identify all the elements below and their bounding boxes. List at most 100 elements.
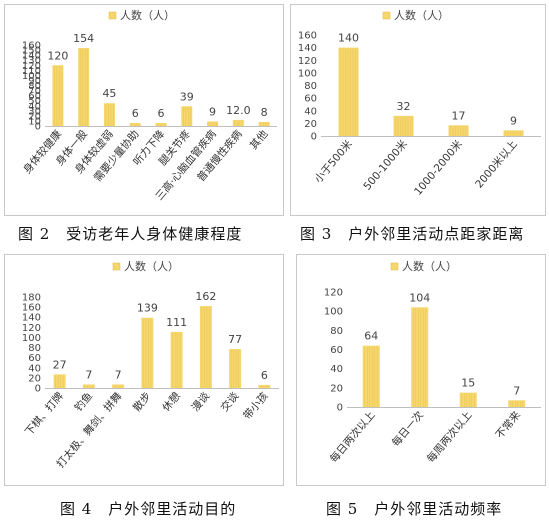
data-label: 9 <box>510 114 517 127</box>
data-label: 6 <box>158 107 165 120</box>
data-label: 111 <box>166 316 187 329</box>
category-label: 1000-2000米 <box>411 137 465 198</box>
bar <box>129 122 141 126</box>
chart-panel-frequency: 人数（人） 0 20 40 60 80 100 120 64 每日两次以上 104 每日一次 15 每周两… <box>296 254 546 486</box>
category-label: 漫谈 <box>189 389 213 414</box>
legend-label: 人数（人） <box>402 260 457 273</box>
y-tick-label: 80 <box>304 81 317 92</box>
y-tick-label: 120 <box>22 61 41 72</box>
data-label: 162 <box>195 290 216 303</box>
bar-group: 32 500-1000米 <box>361 100 414 193</box>
y-tick-label: 160 <box>22 41 41 52</box>
data-label: 6 <box>132 107 139 120</box>
chart-panel-health: 人数（人） 0 10 20 30 40 50 60 70 80 90 100 110 120 130 140 1… <box>4 4 284 216</box>
bar-group: 7 钓鱼 <box>72 368 95 414</box>
bar-group: 7 不常来 <box>493 384 526 441</box>
y-tick-label: 20 <box>304 119 317 130</box>
category-label: 每日一次 <box>389 408 426 449</box>
data-label: 7 <box>85 368 92 381</box>
y-tick-label: 0 <box>35 122 41 133</box>
category-label: 散步 <box>130 390 153 414</box>
y-tick-label: 30 <box>28 106 41 117</box>
bar-group: 9 2000米以上 <box>472 114 524 191</box>
bar <box>258 384 271 388</box>
bar-group: 140 小于500米 <box>312 32 359 186</box>
legend-swatch <box>390 262 399 271</box>
data-label: 17 <box>452 109 466 122</box>
legend: 人数（人） <box>382 9 449 22</box>
caption-health: 图 2 受访老年人身体健康程度 <box>18 225 243 243</box>
data-label: 7 <box>513 384 520 397</box>
y-tick-label: 60 <box>28 91 41 102</box>
data-label: 64 <box>364 330 378 343</box>
category-label: 每日两次以上 <box>327 409 377 466</box>
legend: 人数（人） <box>390 260 457 273</box>
purpose-bar-chart: 人数（人）02040608010012014016018027下棋、打牌7钓鱼7… <box>22 260 279 470</box>
y-tick-label: 100 <box>22 71 41 82</box>
bar <box>508 400 526 407</box>
y-tick-label: 140 <box>22 51 41 62</box>
bar <box>199 306 212 388</box>
category-label: 休憩 <box>159 389 183 414</box>
category-label: 每周两次以上 <box>424 409 474 466</box>
legend-label: 人数（人） <box>394 9 449 22</box>
bar-group: 77 交谈 <box>218 333 242 414</box>
y-tick-label: 110 <box>22 66 41 77</box>
category-label: 下棋、打牌 <box>22 389 66 438</box>
category-label: 500-1000米 <box>361 137 411 193</box>
bar <box>207 121 219 126</box>
legend-swatch <box>382 11 391 20</box>
bar <box>503 130 524 136</box>
chart-panel-purpose: 人数（人） 0 20 40 60 80 100 120 140 160 180 27 下棋、打牌 7 钓鱼 7… <box>4 254 284 486</box>
bar <box>232 119 244 126</box>
bar <box>112 384 125 388</box>
y-tick-label: 80 <box>330 326 343 337</box>
data-label: 9 <box>209 105 216 118</box>
category-label: 钓鱼 <box>72 390 95 414</box>
y-tick-label: 20 <box>28 373 41 384</box>
category-label: 带小孩 <box>240 389 271 422</box>
bar-group: 111 休憩 <box>159 316 187 414</box>
y-tick-label: 40 <box>330 364 343 375</box>
y-tick-label: 60 <box>330 345 343 356</box>
y-tick-label: 20 <box>330 383 343 394</box>
legend-swatch <box>112 262 121 271</box>
y-tick-label: 100 <box>298 68 317 79</box>
y-tick-label: 160 <box>22 303 41 314</box>
y-tick-label: 40 <box>28 101 41 112</box>
bar <box>338 47 359 136</box>
bar <box>181 106 193 126</box>
category-label: 小于500米 <box>312 137 355 185</box>
y-tick-label: 120 <box>298 56 317 67</box>
y-tick-label: 20 <box>28 111 41 122</box>
caption-purpose: 图 4 户外邻里活动目的 <box>60 500 237 518</box>
y-tick-label: 80 <box>28 343 41 354</box>
data-label: 139 <box>137 302 158 315</box>
data-label: 45 <box>102 87 116 100</box>
bar <box>393 115 414 136</box>
y-tick-label: 60 <box>304 94 317 105</box>
legend-label: 人数（人） <box>120 9 175 22</box>
legend-swatch <box>108 11 117 20</box>
y-tick-label: 140 <box>22 313 41 324</box>
y-tick-label: 100 <box>324 307 343 318</box>
y-tick-label: 70 <box>28 86 41 97</box>
y-tick-label: 90 <box>28 76 41 87</box>
caption-distance: 图 3 户外邻里活动点距家距离 <box>300 225 525 243</box>
y-tick-label: 150 <box>22 46 41 57</box>
data-label: 15 <box>461 377 475 390</box>
bar <box>170 331 183 388</box>
y-tick-label: 60 <box>28 353 41 364</box>
y-tick-label: 120 <box>324 288 343 299</box>
data-label: 6 <box>261 369 268 382</box>
data-label: 32 <box>397 100 411 113</box>
category-label: 其他 <box>247 127 271 152</box>
data-label: 154 <box>73 32 94 45</box>
caption-frequency: 图 5 户外邻里活动频率 <box>326 500 503 518</box>
category-label: 不常来 <box>493 408 524 441</box>
y-tick-label: 40 <box>304 106 317 117</box>
bar <box>52 65 64 126</box>
y-tick-label: 0 <box>311 132 317 143</box>
data-label: 104 <box>409 291 430 304</box>
data-label: 39 <box>180 90 194 103</box>
